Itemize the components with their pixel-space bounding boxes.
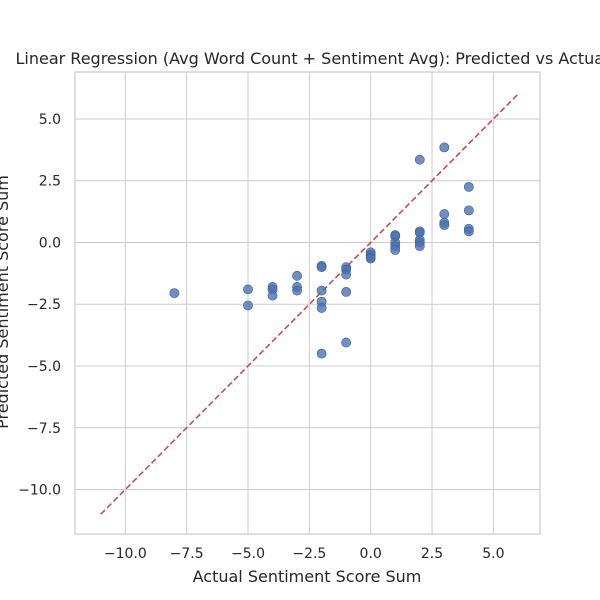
- data-point: [316, 285, 327, 296]
- data-point: [390, 244, 401, 255]
- x-tick-label: −2.5: [292, 546, 326, 562]
- data-points: [169, 142, 474, 359]
- y-tick-labels: −10.0 −7.5 −5.0 −2.5 0.0 2.5 5.0: [18, 112, 61, 499]
- data-point: [169, 288, 180, 299]
- data-point: [463, 181, 474, 192]
- data-point: [365, 253, 376, 264]
- x-tick-label: 5.0: [482, 546, 504, 562]
- grid: [75, 72, 540, 534]
- chart-title: Linear Regression (Avg Word Count + Sent…: [15, 49, 600, 68]
- x-tick-label: −5.0: [231, 546, 265, 562]
- data-point: [243, 284, 253, 295]
- y-tick-label: −2.5: [27, 297, 61, 313]
- data-point: [341, 286, 352, 297]
- data-point: [316, 348, 327, 359]
- data-point: [316, 303, 327, 313]
- x-axis-label: Actual Sentiment Score Sum: [193, 567, 422, 586]
- data-point: [292, 285, 302, 296]
- x-tick-label: 2.5: [421, 546, 443, 562]
- data-point: [267, 290, 278, 301]
- data-point: [341, 337, 352, 348]
- x-tick-label: 0.0: [360, 546, 382, 562]
- data-point: [439, 220, 450, 231]
- data-point: [243, 300, 253, 311]
- y-tick-label: 2.5: [39, 174, 61, 190]
- y-axis-label: Predicted Sentiment Score Sum: [0, 175, 12, 429]
- data-point: [439, 142, 450, 153]
- y-tick-label: −7.5: [27, 421, 61, 437]
- data-point: [316, 262, 327, 273]
- y-tick-label: 0.0: [39, 235, 61, 251]
- data-point: [414, 154, 425, 165]
- data-point: [463, 205, 474, 216]
- data-point: [439, 209, 450, 219]
- data-point: [463, 226, 474, 237]
- y-tick-label: −5.0: [27, 359, 61, 375]
- data-point: [414, 241, 425, 252]
- data-point: [341, 269, 352, 280]
- x-tick-label: −7.5: [170, 546, 204, 562]
- plot-frame: [74, 71, 541, 535]
- y-tick-label: 5.0: [39, 112, 61, 128]
- x-tick-labels: −10.0 −7.5 −5.0 −2.5 0.0 2.5 5.0: [104, 546, 505, 562]
- data-point: [292, 270, 302, 281]
- x-tick-label: −10.0: [104, 546, 147, 562]
- y-tick-label: −10.0: [18, 483, 61, 499]
